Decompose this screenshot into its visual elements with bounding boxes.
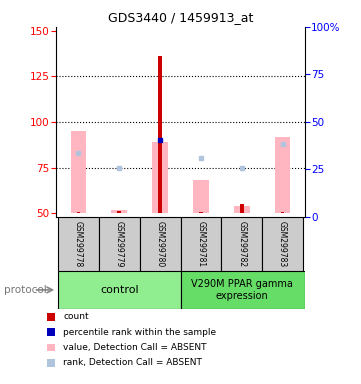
Bar [240,204,244,213]
Bar [58,271,180,309]
Bar [152,142,168,213]
Bar [140,217,180,271]
Text: GSM299779: GSM299779 [115,221,124,267]
Text: V290M PPAR gamma
expression: V290M PPAR gamma expression [191,279,293,301]
Text: count: count [63,312,89,321]
Bar [71,131,86,213]
Bar [221,217,262,271]
Text: GSM299781: GSM299781 [196,221,205,267]
Bar [180,271,305,309]
Title: GDS3440 / 1459913_at: GDS3440 / 1459913_at [108,11,253,24]
Bar [99,217,140,271]
Bar [58,217,99,271]
Text: rank, Detection Call = ABSENT: rank, Detection Call = ABSENT [63,358,202,367]
Text: GSM299782: GSM299782 [237,221,246,267]
Bar [193,180,209,213]
Bar [180,217,221,271]
Bar [234,206,249,213]
Text: control: control [100,285,139,295]
Text: percentile rank within the sample: percentile rank within the sample [63,328,216,337]
Text: GSM299783: GSM299783 [278,221,287,267]
Bar [117,210,121,213]
Bar [112,210,127,213]
Bar [281,212,284,213]
Text: protocol: protocol [4,285,46,295]
Bar [275,137,290,213]
Text: GSM299778: GSM299778 [74,221,83,267]
Bar [158,56,162,213]
Bar [262,217,303,271]
Bar [199,212,203,213]
Text: GSM299780: GSM299780 [156,221,165,267]
Text: value, Detection Call = ABSENT: value, Detection Call = ABSENT [63,343,207,352]
Bar [77,212,80,213]
